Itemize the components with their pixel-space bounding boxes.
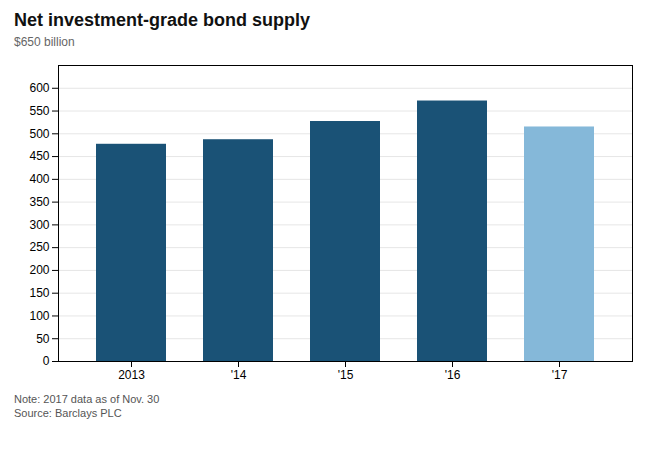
svg-text:0: 0 [43,354,50,368]
svg-text:550: 550 [29,104,49,118]
svg-text:2013: 2013 [118,368,145,382]
svg-text:450: 450 [29,149,49,163]
svg-text:'16: '16 [445,368,461,382]
svg-text:600: 600 [29,81,49,95]
svg-text:'15: '15 [338,368,354,382]
svg-text:'14: '14 [231,368,247,382]
html-text:Source: Barclays PLC: Source: Barclays PLC [14,407,122,419]
svg-text:100: 100 [29,309,49,323]
svg-text:50: 50 [36,332,50,346]
svg-text:350: 350 [29,195,49,209]
svg-text:'17: '17 [552,368,568,382]
svg-text:250: 250 [29,240,49,254]
html-text:Net investment-grade bond supp: Net investment-grade bond supply [14,10,310,30]
svg-text:400: 400 [29,172,49,186]
svg-text:300: 300 [29,218,49,232]
html-text:$650 billion: $650 billion [14,35,75,49]
svg-text:200: 200 [29,263,49,277]
svg-text:500: 500 [29,127,49,141]
html-text:Note: 2017 data as of Nov. 30: Note: 2017 data as of Nov. 30 [14,393,160,405]
svg-text:150: 150 [29,286,49,300]
